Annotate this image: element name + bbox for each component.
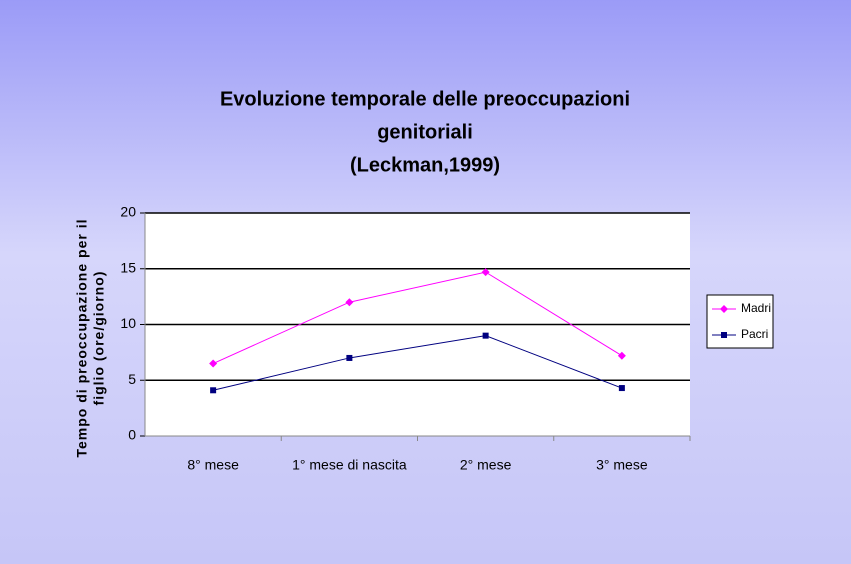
- y-tick-label: 20: [120, 204, 136, 220]
- point: [482, 332, 489, 339]
- series-line: [213, 335, 623, 391]
- point: [720, 305, 728, 313]
- point: [617, 351, 626, 360]
- chart-title: (Leckman,1999): [350, 154, 500, 176]
- point: [481, 268, 490, 277]
- chart-title: genitoriali: [377, 121, 473, 143]
- point: [721, 332, 727, 338]
- y-tick-label: 5: [128, 371, 136, 387]
- x-tick-label: 8° mese: [187, 457, 239, 473]
- series-line: [212, 271, 623, 364]
- legend-label: Pacri: [741, 327, 768, 341]
- point: [618, 385, 625, 392]
- y-axis-title: figlio (ore/giorno): [91, 271, 107, 406]
- point: [209, 359, 218, 368]
- x-tick-label: 1° mese di nascita: [292, 457, 407, 473]
- point: [345, 298, 354, 307]
- point: [346, 354, 353, 361]
- y-axis-title: Tempo di preoccupazione per il: [74, 219, 90, 458]
- x-tick-label: 3° mese: [596, 457, 648, 473]
- legend-box: [706, 294, 774, 349]
- y-tick-label: 10: [120, 315, 136, 331]
- point: [210, 387, 217, 394]
- x-tick-label: 2° mese: [460, 457, 512, 473]
- y-axis-title-group: Tempo di preoccupazione per il figlio (or…: [74, 219, 107, 458]
- y-tick-label: 0: [128, 427, 136, 443]
- chart-title: Evoluzione temporale delle preoccupazion…: [220, 88, 630, 110]
- legend-label: Madri: [741, 301, 771, 315]
- y-tick-label: 15: [120, 259, 136, 275]
